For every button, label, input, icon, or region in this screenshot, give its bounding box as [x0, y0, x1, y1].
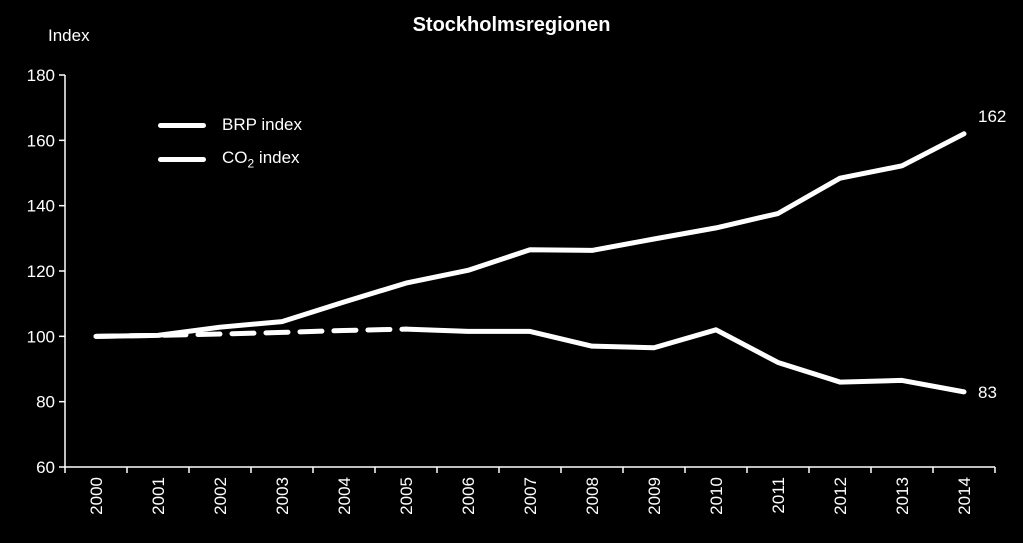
x-tick-label: 2004 [335, 477, 354, 515]
legend-swatch-brp [158, 122, 206, 128]
x-tick-label: 2013 [893, 477, 912, 515]
series-line-co2-dashed [93, 326, 409, 339]
legend-label-co2-suffix: index [254, 147, 300, 167]
y-tick-label: 60 [36, 458, 55, 477]
legend-label-co2-subscript: 2 [247, 156, 255, 171]
x-tick-label: 2011 [769, 477, 788, 514]
data-label-co2-end: 83 [978, 383, 997, 402]
x-tick-label: 2005 [397, 477, 416, 515]
legend-item-co2: CO2 index [158, 142, 302, 176]
y-tick-label: 140 [27, 197, 55, 216]
legend: BRP index CO2 index [158, 108, 302, 176]
x-tick-label: 2008 [583, 477, 602, 515]
series-line-co2 [403, 326, 967, 395]
x-tick-label: 2010 [707, 477, 726, 515]
y-tick-label: 80 [36, 393, 55, 412]
x-tick-label: 2003 [273, 477, 292, 515]
y-tick-label: 160 [27, 131, 55, 150]
y-tick-label: 120 [27, 262, 55, 281]
y-tick-label: 100 [27, 327, 55, 346]
series-line-brp [93, 131, 967, 339]
legend-label-co2: CO2 index [222, 148, 300, 170]
x-tick-label: 2001 [149, 477, 168, 515]
x-tick-label: 2000 [87, 477, 106, 515]
data-label-brp-end: 162 [978, 107, 1006, 126]
x-tick-label: 2006 [459, 477, 478, 515]
legend-label-co2-base: CO [222, 147, 248, 167]
legend-swatch-co2 [158, 156, 206, 162]
y-tick-label: 180 [27, 66, 55, 85]
x-tick-label: 2012 [831, 477, 850, 515]
x-tick-label: 2002 [211, 477, 230, 515]
chart-title: Stockholmsregionen [412, 14, 611, 36]
y-axis-unit-label: Index [48, 26, 90, 45]
x-tick-label: 2007 [521, 477, 540, 515]
x-tick-label: 2014 [955, 477, 974, 515]
legend-item-brp: BRP index [158, 108, 302, 142]
legend-label-brp: BRP index [222, 115, 303, 134]
x-tick-label: 2009 [645, 477, 664, 515]
